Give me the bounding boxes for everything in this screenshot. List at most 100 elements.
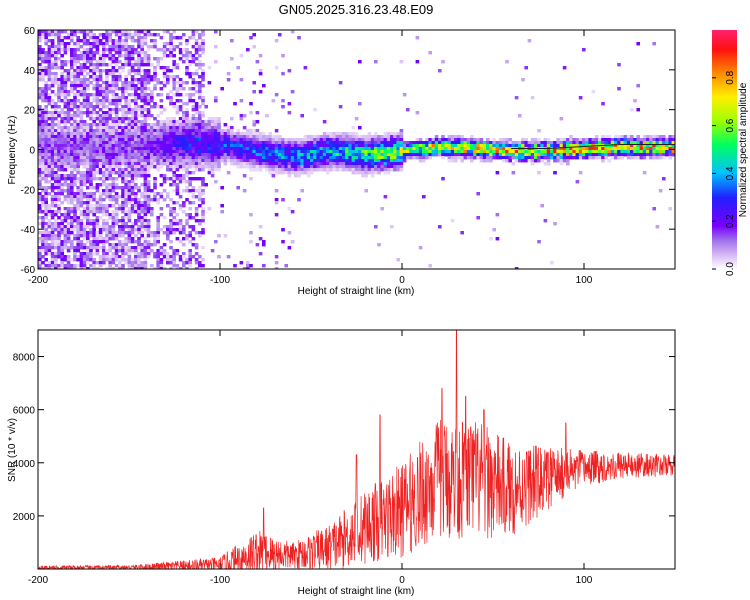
spectrogram-cell [178, 153, 183, 157]
spectrogram-cell [57, 39, 61, 43]
spectrogram-cell [137, 204, 141, 208]
spectrogram-cell [169, 144, 173, 148]
spectrogram-cell [38, 54, 42, 58]
spectrogram-cell [479, 159, 484, 163]
spectrogram-cell [370, 174, 375, 178]
spectrogram-cell [306, 162, 311, 166]
spectrogram-cell [620, 156, 624, 160]
spectrogram-cell [479, 150, 484, 154]
spectrogram-cell [390, 168, 394, 172]
spectrogram-cell [82, 150, 87, 154]
spectrogram-cell [217, 123, 221, 127]
spectrogram-cell [57, 123, 61, 127]
spectrogram-cell [143, 189, 148, 193]
spectrogram-cell [249, 135, 253, 139]
spectrogram-cell [66, 147, 71, 151]
spectrogram-cell [332, 135, 336, 139]
spectrogram-cell [105, 240, 109, 244]
spectrogram-cell [124, 165, 128, 169]
spectrogram-cell [111, 123, 116, 127]
spectrogram-cell [313, 108, 317, 112]
spectrogram-cell [114, 33, 119, 37]
spectrogram-cell [121, 198, 125, 202]
spectrogram-cell [114, 108, 119, 112]
spectrogram-cell [108, 39, 112, 43]
spectrogram-cell [258, 141, 263, 145]
spectrogram-cell [137, 267, 141, 269]
spectrogram-cell [102, 93, 106, 97]
spectrogram-cell [63, 138, 68, 142]
spectrogram-cell [156, 219, 160, 223]
spectrogram-cell [396, 135, 400, 139]
spectrogram-cell [358, 162, 362, 166]
spectrogram-cell [124, 81, 128, 85]
spectrogram-cell [137, 237, 141, 241]
spectrogram-cell [95, 267, 100, 269]
spectrogram-cell [553, 144, 557, 148]
spectrogram-cell [156, 120, 160, 124]
spectrogram-cell [114, 39, 119, 43]
spectrogram-cell [169, 90, 173, 94]
spectrogram-cell [134, 264, 138, 268]
spectrogram-cell [162, 81, 167, 85]
spectrogram-cell [441, 156, 445, 160]
spectrogram-cell [86, 213, 90, 217]
spectrogram-cell [124, 174, 128, 178]
spectrogram-cell [108, 168, 112, 172]
spectrogram-cell [188, 129, 192, 133]
spectrogram-cell [38, 240, 42, 244]
spectrogram-cell [70, 189, 74, 193]
spectrogram-cell [553, 141, 557, 145]
spectrogram-cell [214, 144, 218, 148]
spectrogram-cell [332, 162, 336, 166]
spectrogram-cell [114, 141, 119, 145]
spectrogram-cell [345, 147, 349, 151]
spectrogram-cell [303, 138, 308, 142]
spectrogram-cell [66, 228, 71, 232]
spectrogram-cell [178, 120, 183, 124]
spectrogram-cell [102, 168, 106, 172]
spectrogram-cell [364, 141, 368, 145]
spectrogram-cell [150, 33, 154, 37]
spectrogram-cell [182, 87, 186, 91]
spectrogram-cell [50, 72, 55, 76]
spectrogram-cell [92, 84, 96, 88]
spectrogram-cell [89, 246, 93, 250]
spectrogram-cell [351, 171, 356, 175]
spectrogram-cell [137, 93, 141, 97]
spectrogram-cell [102, 222, 106, 226]
spectrogram-cell [44, 198, 48, 202]
spectrogram-cell [169, 210, 173, 214]
spectrogram-cell [649, 138, 653, 142]
spectrogram-cell [127, 255, 132, 259]
spectrogram-cell [92, 69, 96, 73]
spectrogram-cell [79, 111, 84, 115]
spectrogram-cell [188, 99, 192, 103]
spectrogram-cell [422, 144, 426, 148]
spectrogram-cell [102, 36, 106, 40]
spectrogram-cell [178, 105, 183, 109]
spectrogram-cell [354, 156, 359, 160]
spectrogram-cell [102, 255, 106, 259]
spectrogram-cell [502, 138, 506, 142]
spectrogram-cell [194, 120, 199, 124]
spectrogram-cell [66, 141, 71, 145]
spectrogram-cell [399, 162, 404, 166]
spectrogram-cell [300, 114, 304, 118]
spectrogram-cell [326, 171, 330, 175]
spectrogram-cell [377, 171, 381, 175]
spectrogram-cell [230, 159, 234, 163]
spectrogram-cell [495, 141, 500, 145]
spectrogram-cell [89, 42, 93, 46]
spectrogram-cell [118, 231, 122, 235]
spectrogram-cell [175, 213, 180, 217]
spectrogram-cell [386, 159, 391, 163]
spectrogram-cell [82, 36, 87, 40]
spectrogram-cell [38, 186, 42, 190]
spectrogram-cell [370, 153, 375, 157]
spectrogram-cell [57, 66, 61, 70]
spectrogram-cell [386, 141, 391, 145]
spectrogram-cell [191, 135, 196, 139]
spectrogram-cell [143, 81, 148, 85]
spectrogram-cell [98, 87, 103, 91]
